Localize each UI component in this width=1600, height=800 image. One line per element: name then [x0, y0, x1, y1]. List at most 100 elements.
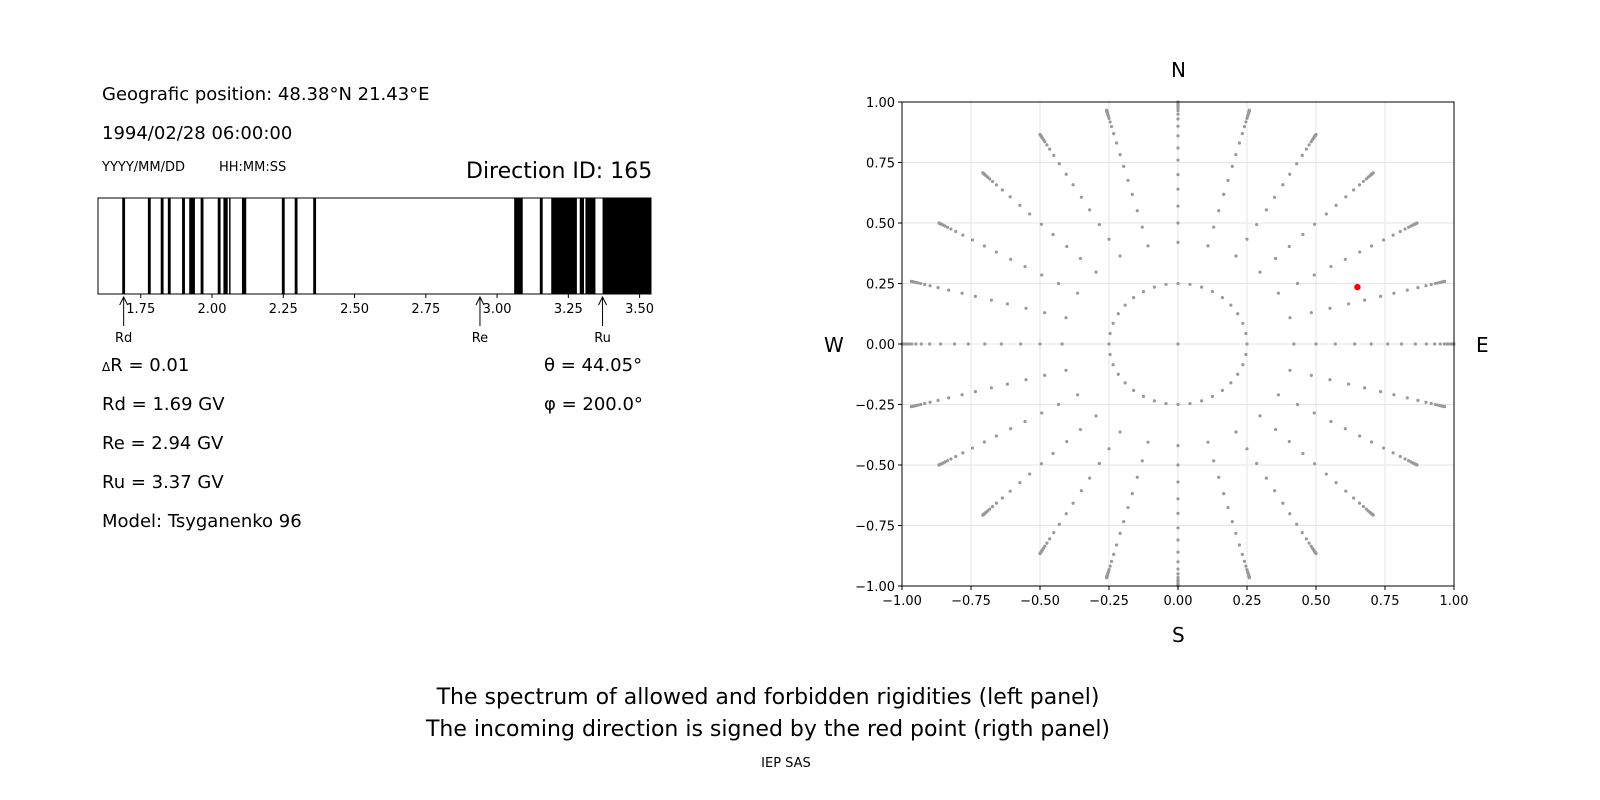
grid-point	[983, 342, 987, 346]
grid-point	[910, 342, 914, 346]
grid-point	[1386, 342, 1390, 346]
grid-point	[1094, 270, 1098, 274]
grid-point	[1135, 475, 1139, 479]
forbidden-band	[200, 198, 204, 294]
grid-point	[1357, 183, 1362, 187]
grid-point	[1344, 195, 1348, 199]
grid-point	[1407, 225, 1411, 229]
grid-point	[1164, 282, 1168, 287]
grid-point	[1415, 463, 1419, 467]
grid-point	[1152, 285, 1157, 289]
grid-point	[1217, 209, 1221, 213]
grid-point	[907, 342, 911, 346]
grid-point	[1433, 281, 1437, 286]
grid-point	[1028, 472, 1032, 476]
grid-point	[1064, 512, 1068, 516]
spectrum-tick-label: 1.75	[126, 302, 155, 317]
compass-west: W	[824, 333, 844, 357]
x-tick-label: −0.75	[951, 594, 991, 609]
grid-point	[1237, 141, 1242, 145]
delta-r: ΔR = 0.01	[102, 355, 189, 376]
grid-point	[1078, 427, 1083, 432]
forbidden-band	[241, 198, 247, 294]
delta-symbol: Δ	[102, 360, 111, 374]
forbidden-band	[217, 198, 221, 294]
grid-point	[1176, 240, 1180, 244]
grid-point	[936, 398, 940, 402]
grid-point	[1295, 281, 1300, 286]
grid-point	[1403, 457, 1407, 461]
grid-point	[1000, 496, 1004, 500]
grid-point	[1130, 192, 1134, 196]
grid-point	[1371, 513, 1375, 517]
grid-point	[945, 459, 949, 463]
grid-point	[1176, 158, 1180, 162]
grid-point	[1176, 538, 1180, 542]
grid-point	[1309, 311, 1313, 315]
grid-point	[1088, 476, 1092, 480]
grid-point	[1247, 576, 1252, 580]
grid-point	[1188, 401, 1192, 406]
grid-point	[1176, 221, 1180, 225]
phi-value: φ = 200.0°	[544, 394, 643, 415]
grid-point	[1176, 575, 1180, 580]
grid-point	[947, 288, 951, 292]
grid-point	[1226, 178, 1230, 182]
forbidden-band	[223, 198, 228, 294]
y-tick-label: −1.00	[855, 580, 895, 595]
grid-point	[1240, 552, 1244, 556]
grid-point	[1241, 321, 1245, 325]
grid-point	[1334, 481, 1338, 485]
grid-point	[1442, 342, 1446, 346]
grid-point	[1176, 173, 1180, 177]
x-tick-label: 0.00	[1164, 594, 1193, 609]
grid-point	[939, 342, 943, 346]
grid-point	[1043, 311, 1047, 315]
grid-point	[1258, 270, 1262, 274]
grid-point	[1281, 501, 1285, 505]
grid-point	[1078, 256, 1083, 261]
grid-point	[1052, 153, 1056, 157]
grid-point	[1234, 430, 1238, 434]
grid-point	[1064, 368, 1068, 372]
grid-point	[1328, 378, 1332, 382]
grid-point	[1328, 306, 1332, 310]
grid-point	[1176, 560, 1180, 564]
grid-point	[1023, 419, 1027, 424]
grid-point	[1379, 294, 1383, 298]
time-format-label: HH:MM:SS	[219, 160, 287, 175]
grid-point	[1028, 212, 1032, 216]
x-tick-label: 1.00	[1440, 594, 1469, 609]
grid-point	[1108, 564, 1112, 568]
grid-point	[1234, 531, 1238, 535]
grid-point	[1370, 244, 1374, 248]
forbidden-band	[229, 198, 231, 294]
grid-point	[1043, 373, 1047, 377]
grid-point	[1076, 291, 1080, 295]
grid-point	[928, 342, 932, 346]
rd-value: Rd = 1.69 GV	[102, 394, 225, 415]
grid-point	[1052, 531, 1056, 535]
grid-point	[1009, 257, 1013, 261]
grid-point	[1244, 352, 1248, 357]
grid-point	[1247, 108, 1252, 112]
grid-point	[1000, 188, 1004, 192]
grid-point	[1188, 282, 1192, 287]
caption-line-1: The spectrum of allowed and forbidden ri…	[436, 685, 1100, 710]
grid-point	[1152, 399, 1157, 403]
grid-point	[1244, 120, 1248, 124]
incoming-direction-point	[1354, 283, 1361, 291]
spectrum-chart: 1.75 2.00 2.25 2.50 2.75 3.00 3.25 3.50 Rd Re Ru	[97, 197, 654, 346]
grid-point	[1407, 459, 1411, 463]
caption-line-2: The incoming direction is signed by the …	[425, 717, 1111, 742]
forbidden-band	[579, 198, 585, 294]
forbidden-band	[167, 198, 171, 294]
grid-point	[1024, 378, 1028, 382]
grid-point	[1245, 342, 1249, 346]
grid-point	[1176, 112, 1180, 116]
grid-point	[949, 227, 953, 231]
grid-point	[1176, 572, 1180, 576]
grid-point	[1234, 254, 1238, 258]
grid-point	[1288, 172, 1292, 176]
grid-point	[1264, 208, 1268, 212]
